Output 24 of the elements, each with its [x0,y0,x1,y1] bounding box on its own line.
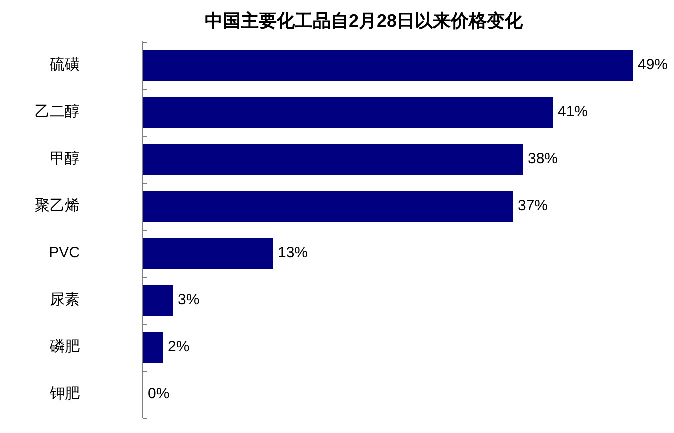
data-label: 3% [178,292,200,309]
chart-title: 中国主要化工品自2月28日以来价格变化 [204,10,524,31]
y-tick-label: 钾肥 [49,386,80,403]
bar [143,50,633,82]
bar [143,284,173,316]
data-label: 2% [168,338,190,356]
data-label: 38% [528,150,558,168]
y-tick-label: PVC [49,244,80,262]
y-tick-label: 磷肥 [49,338,80,356]
data-label: 13% [278,244,308,262]
bar [143,96,553,128]
y-tick-label: 硫磺 [50,56,80,74]
data-label: 0% [148,386,170,403]
bar [143,238,273,270]
bar [143,144,523,176]
y-tick-label: 甲醇 [50,150,80,168]
y-tick-label: 尿素 [50,292,80,309]
data-label: 41% [558,104,588,121]
bar [143,332,163,364]
data-label: 37% [518,198,548,215]
data-label: 49% [638,56,668,74]
y-tick-label: 聚乙烯 [35,198,80,215]
bar [143,190,513,222]
y-tick-label: 乙二醇 [35,104,80,121]
